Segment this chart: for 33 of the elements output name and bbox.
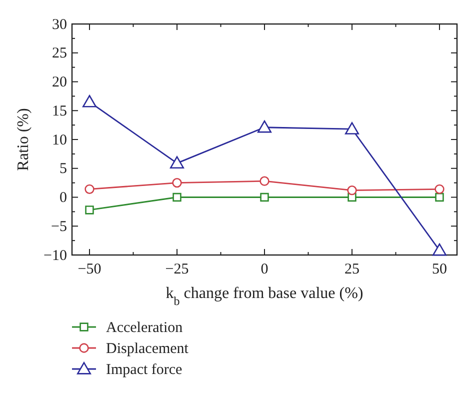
point [82,94,97,108]
y-axis-title: Ratio (%) [15,108,32,171]
y-tick-label: −10 [44,248,67,264]
x-tick-label: 50 [432,262,447,278]
point [260,176,270,186]
point [434,184,444,194]
point [344,122,360,134]
y-tick-label: 5 [60,161,67,178]
point [435,192,444,202]
point [260,192,269,202]
x-axis-title: k$_{b}$ change from base value (%) [166,285,364,308]
point [257,120,272,133]
point [84,184,94,194]
y-tick-label: −5 [51,218,67,235]
y-tick-label: 0 [60,190,67,206]
x-tick-label: −25 [165,262,189,278]
y-tick-label: 30 [52,16,67,33]
point [170,156,184,168]
point [85,206,94,214]
y-tick-label: 10 [52,132,67,148]
x-tick-label: 0 [260,262,268,278]
legend-label: Impact force [106,362,183,378]
point [172,192,182,202]
point [432,243,447,256]
y-tick-label: 15 [52,103,67,120]
legend-label: Acceleration [106,320,184,336]
point [347,185,357,196]
x-tick-label: 25 [344,262,360,278]
y-tick-label: 25 [52,46,67,62]
point [172,178,182,188]
x-tick-label: −50 [78,262,102,278]
legend-label: Displacement [106,341,190,357]
y-tick-label: 20 [52,74,67,91]
